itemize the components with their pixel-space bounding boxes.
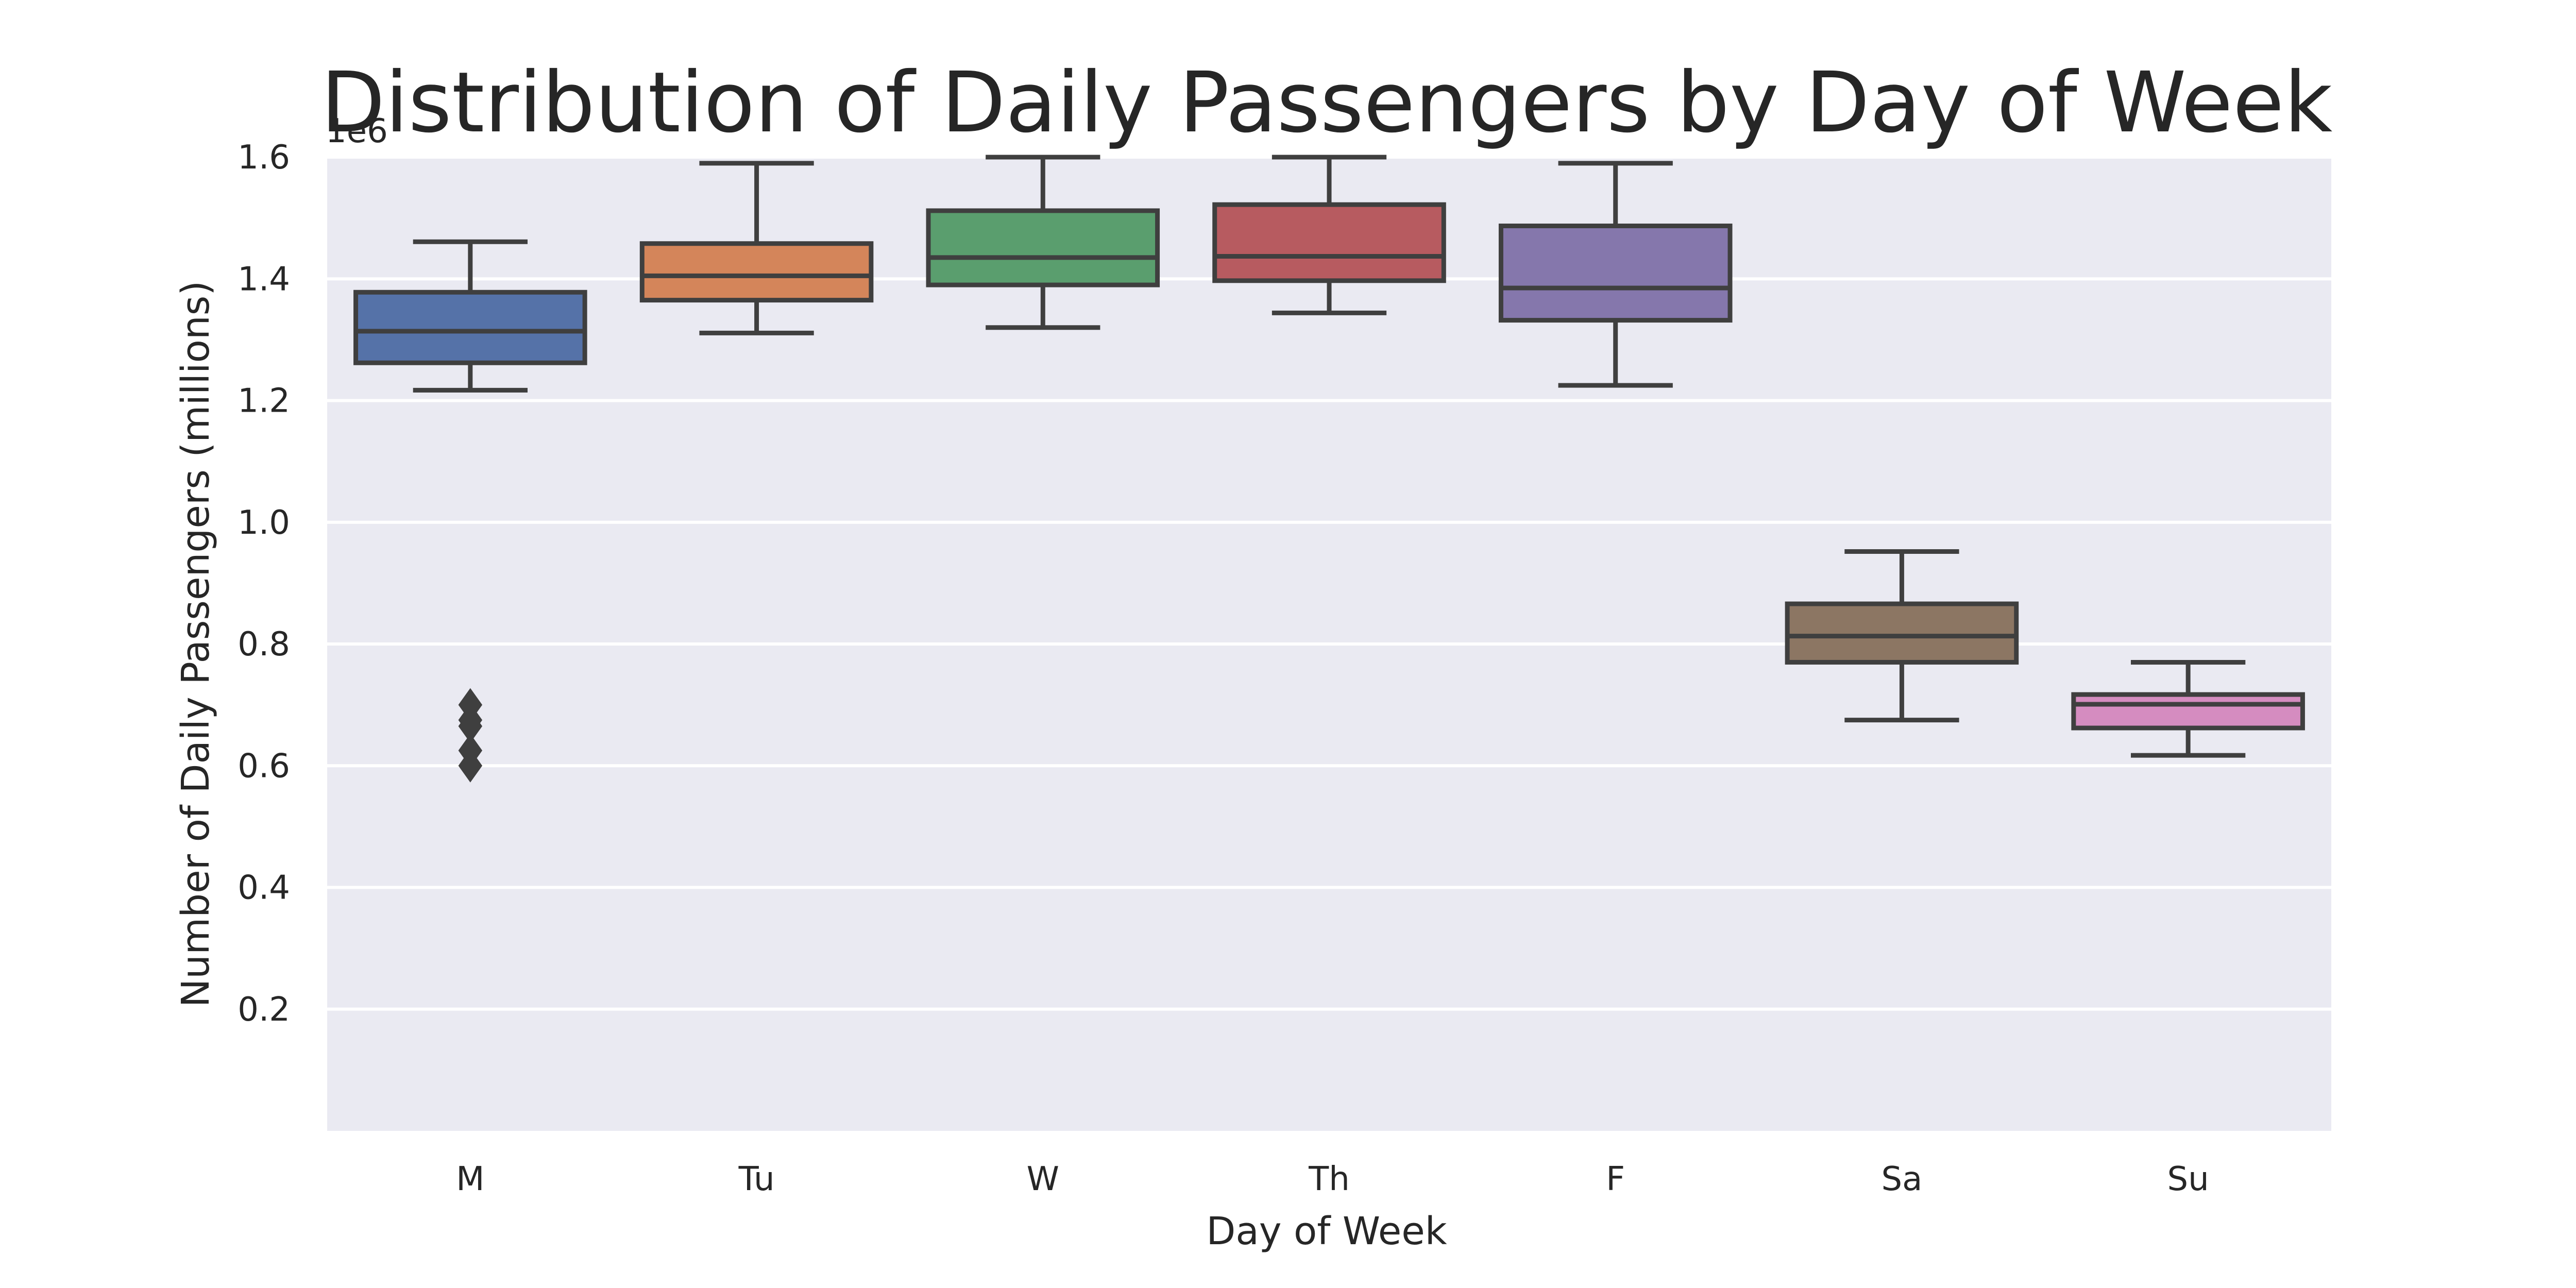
- x-tick-label: Th: [1308, 1160, 1350, 1198]
- outlier-point: [458, 688, 483, 722]
- box-body: [2071, 692, 2305, 731]
- y-tick-label: 1.2: [238, 382, 290, 420]
- box-body: [639, 241, 874, 303]
- x-tick-label: Su: [2167, 1160, 2209, 1198]
- x-tick-labels: M Tu W Th F Sa Su: [456, 1160, 2209, 1198]
- box-body: [1785, 601, 2019, 665]
- box-su: [2071, 659, 2305, 758]
- y-tick-label: 0.8: [238, 625, 290, 664]
- box-sa: [1785, 549, 2019, 723]
- box-body: [353, 290, 587, 365]
- y-tick-label: 0.4: [238, 869, 290, 907]
- x-axis-label: Day of Week: [1206, 1209, 1447, 1253]
- box-body: [1212, 202, 1446, 283]
- y-tick-label: 0.6: [238, 747, 290, 785]
- box-tu: [639, 161, 874, 335]
- y-tick-label: 1.6: [238, 139, 290, 177]
- x-tick-label: M: [456, 1160, 484, 1198]
- outlier-point: [458, 734, 483, 768]
- box-f: [1498, 161, 1733, 388]
- box-body: [1498, 223, 1733, 323]
- y-axis-offset-text: 1e6: [326, 112, 388, 150]
- x-tick-label: Tu: [738, 1160, 775, 1198]
- box-w: [926, 155, 1160, 330]
- box-th: [1212, 155, 1446, 315]
- x-tick-label: Sa: [1882, 1160, 1923, 1198]
- y-tick-label: 1.0: [238, 504, 290, 542]
- grid-lines: [327, 156, 2331, 1011]
- chart-title: Distribution of Daily Passengers by Day …: [321, 55, 2333, 151]
- y-tick-labels: 0.2 0.4 0.6 0.8 1.0 1.2 1.4 1.6: [238, 139, 290, 1029]
- y-tick-label: 0.2: [238, 991, 290, 1029]
- x-tick-label: W: [1027, 1160, 1059, 1198]
- x-tick-label: F: [1606, 1160, 1625, 1198]
- y-axis-label: Number of Daily Passengers (millions): [174, 281, 218, 1007]
- box-series: [353, 155, 2305, 783]
- box-m: [353, 239, 587, 783]
- box-body: [926, 208, 1160, 287]
- y-tick-label: 1.4: [238, 260, 290, 298]
